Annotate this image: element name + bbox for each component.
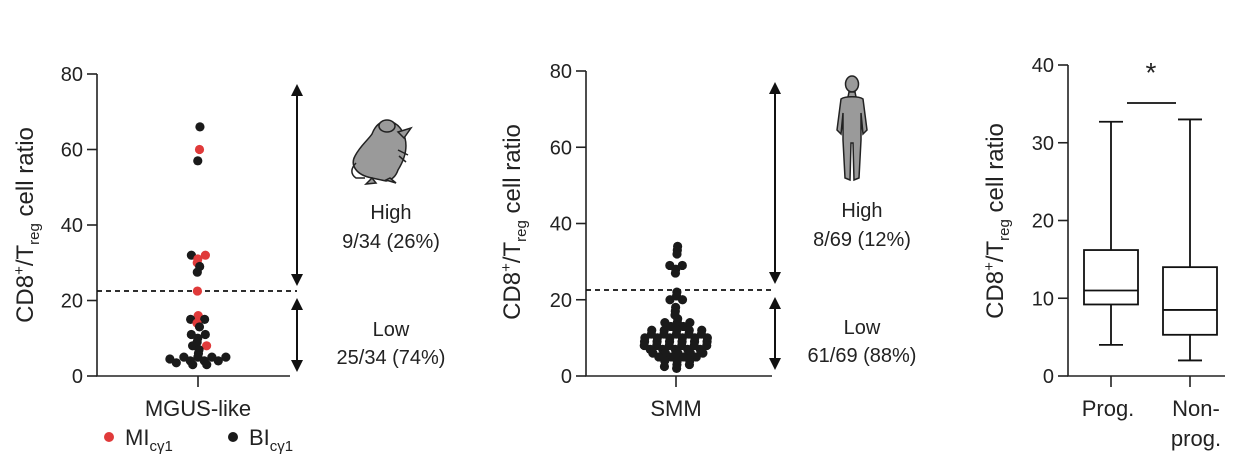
panel1-high-value: 9/34 (26%) bbox=[342, 231, 440, 253]
data-point bbox=[195, 122, 205, 132]
data-point bbox=[684, 359, 695, 370]
y-tick-label: 0 bbox=[1043, 366, 1054, 388]
data-point bbox=[672, 249, 682, 259]
panel-mgus-like: 0 20 40 60 80 CD8+/Treg cell ratio MGUS-like… bbox=[11, 64, 445, 421]
panel-prog-comparison: 0 10 20 30 40 CD8+/Treg cell ratio Prog. Non… bbox=[981, 55, 1225, 451]
y-tick-label: 20 bbox=[550, 290, 572, 312]
data-point bbox=[221, 352, 231, 362]
panel3-y-axis-label: CD8+/Treg cell ratio bbox=[981, 123, 1013, 319]
legend-label-mi: MIcγ1 bbox=[125, 425, 173, 455]
panel1-high-arrowhead-up bbox=[291, 84, 303, 96]
panel1-y-ticks: 0 20 40 60 80 bbox=[61, 64, 97, 388]
data-point bbox=[665, 295, 675, 305]
panel3-category-nonprog-line1: Non- bbox=[1172, 396, 1220, 421]
y-tick-label: 0 bbox=[72, 366, 83, 388]
data-point bbox=[171, 358, 181, 368]
data-point bbox=[192, 267, 202, 277]
data-point bbox=[677, 295, 688, 305]
data-point bbox=[200, 250, 210, 260]
mouse-icon bbox=[351, 119, 413, 185]
legend: MIcγ1 BIcγ1 bbox=[104, 425, 293, 455]
data-point bbox=[188, 360, 198, 370]
panel1-category-label: MGUS-like bbox=[145, 396, 251, 421]
panel2-y-axis-label: CD8+/Treg cell ratio bbox=[498, 124, 530, 320]
panel1-low-value: 25/34 (74%) bbox=[337, 347, 446, 369]
y-tick-label: 80 bbox=[61, 64, 83, 86]
y-tick-label: 0 bbox=[561, 366, 572, 388]
data-point bbox=[192, 286, 203, 296]
y-tick-label: 60 bbox=[550, 137, 572, 159]
y-tick-label: 60 bbox=[61, 140, 83, 162]
panel2-low-label: Low bbox=[844, 317, 881, 339]
iqr-box bbox=[1083, 249, 1139, 306]
panel2-category-label: SMM bbox=[650, 396, 701, 421]
y-tick-label: 10 bbox=[1032, 288, 1054, 310]
y-tick-label: 40 bbox=[61, 215, 83, 237]
y-tick-label: 30 bbox=[1032, 133, 1054, 155]
data-point bbox=[202, 341, 212, 351]
panel2-low-value: 61/69 (88%) bbox=[808, 345, 917, 367]
legend-marker-mi bbox=[104, 432, 114, 442]
iqr-box bbox=[1162, 266, 1218, 336]
panel2-y-ticks: 0 20 40 60 80 bbox=[550, 61, 586, 388]
panel1-points bbox=[165, 122, 231, 370]
data-point bbox=[200, 329, 210, 340]
panel2-points bbox=[639, 241, 712, 373]
panel2-high-value: 8/69 (12%) bbox=[813, 229, 911, 251]
data-point bbox=[202, 360, 212, 370]
significance-marker: * bbox=[1146, 57, 1157, 88]
human-icon bbox=[836, 75, 868, 182]
y-tick-label: 40 bbox=[1032, 55, 1054, 77]
y-tick-label: 20 bbox=[1032, 211, 1054, 233]
data-point bbox=[200, 314, 210, 324]
data-point bbox=[194, 144, 205, 155]
panel1-high-label: High bbox=[370, 202, 411, 224]
panel3-category-nonprog-line2: prog. bbox=[1171, 426, 1221, 451]
data-point bbox=[659, 361, 670, 372]
panel1-low-arrowhead-up bbox=[291, 298, 303, 310]
panel3-boxes bbox=[1083, 118, 1218, 362]
legend-marker-bi bbox=[228, 432, 238, 442]
panel3-y-axis bbox=[1067, 65, 1225, 377]
data-point bbox=[672, 363, 682, 373]
data-point bbox=[213, 356, 223, 366]
panel2-low-arrowhead-down bbox=[769, 358, 781, 370]
data-point bbox=[193, 156, 203, 166]
data-point bbox=[194, 322, 205, 332]
y-tick-label: 80 bbox=[550, 61, 572, 83]
panel1-high-arrowhead-down bbox=[291, 274, 303, 286]
panel1-y-axis-label: CD8+/Treg cell ratio bbox=[11, 127, 43, 323]
panel3-y-ticks: 0 10 20 30 40 bbox=[1032, 55, 1068, 388]
panel2-high-arrowhead-down bbox=[769, 272, 781, 284]
panel1-low-label: Low bbox=[373, 319, 410, 341]
panel2-high-arrowhead-up bbox=[769, 82, 781, 94]
panel2-high-label: High bbox=[841, 200, 882, 222]
panel1-low-arrowhead-down bbox=[291, 360, 303, 372]
legend-label-bi: BIcγ1 bbox=[249, 425, 293, 455]
y-tick-label: 20 bbox=[61, 291, 83, 313]
data-point bbox=[670, 268, 681, 278]
panel2-low-arrowhead-up bbox=[769, 297, 781, 309]
panel3-category-prog: Prog. bbox=[1082, 396, 1135, 421]
y-tick-label: 40 bbox=[550, 214, 572, 236]
